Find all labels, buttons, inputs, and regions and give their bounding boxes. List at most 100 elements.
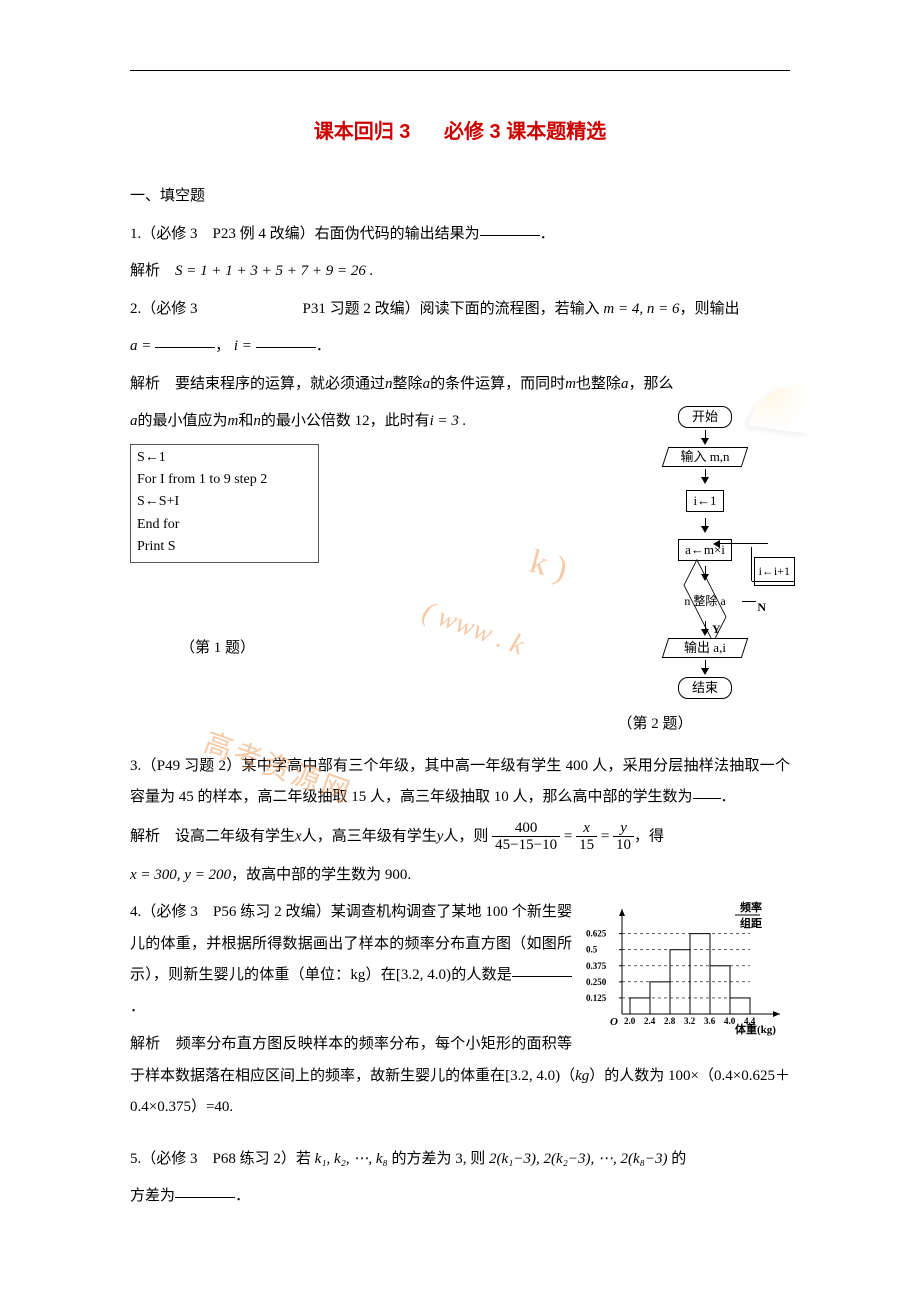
q2-s1e: ，那么 [628, 376, 673, 392]
q5-line2: 方差为 ． [130, 1181, 790, 1213]
q3-solution: 解析 设高二年级有学生x人，高三年级有学生y人，则 40045−15−10 = … [130, 820, 790, 854]
q2-answer-line: a = ， i = ． [130, 331, 790, 363]
f1d: 45−15−10 [492, 836, 560, 854]
watermark-k: k ) [521, 526, 575, 604]
q2-period: ． [316, 338, 331, 354]
fc-start: 开始 [678, 406, 732, 428]
q3-blank [693, 783, 721, 799]
q5-b: 的方差为 3, 则 [391, 1151, 485, 1167]
q1-problem: 1.（必修 3 P23 例 4 改编）右面伪代码的输出结果为． [130, 219, 790, 251]
eq1: = [564, 828, 576, 844]
q2-b: P31 习题 2 改编）阅读下面的流程图，若输入 [303, 301, 600, 317]
q5-a: 5.（必修 3 P68 练习 2）若 [130, 1151, 311, 1167]
fc-output: 输出 a,i [665, 638, 745, 658]
m2: m [228, 413, 239, 429]
q2-s1c: 的条件运算，而同时 [430, 376, 565, 392]
fc-input-text: 输入 m,n [680, 449, 729, 464]
xlabel: 体重(kg) [735, 1022, 776, 1036]
fc-no: N [757, 595, 766, 620]
title-prefix: 课本回归 3 [314, 121, 411, 143]
section-heading: 一、填空题 [130, 181, 790, 213]
m: m [565, 376, 576, 392]
q2-sol-label: 解析 [130, 376, 160, 392]
q2-s2d: i = 3 . [430, 413, 467, 429]
svg-text:0.5: 0.5 [586, 945, 598, 955]
a: a [423, 376, 431, 392]
f2d: 15 [576, 836, 597, 854]
svg-text:0.625: 0.625 [586, 929, 607, 939]
q3-text: 3.（P49 习题 2）某中学高中部有三个年级，其中高一年级有学生 400 人，… [130, 758, 790, 806]
q3-sd: ，得 [634, 828, 664, 844]
q4-blank [512, 961, 572, 977]
q2-s1d: 也整除 [576, 376, 621, 392]
fc-end: 结束 [678, 677, 732, 699]
q4-sa: 频率分布直方图反映样本的频率分布，每个小矩形的面积等于样本数据落在相应区间上的频… [130, 1036, 575, 1084]
q3-result: x = 300, y = 200 [130, 867, 231, 883]
q2-s2c: 的最小公倍数 12，此时有 [261, 413, 430, 429]
svg-text:0.125: 0.125 [586, 993, 607, 1003]
q3-solution2: x = 300, y = 200，故高中部的学生数为 900. [130, 860, 790, 892]
q1-pseudocode: S←1 For I from 1 to 9 step 2 S←S+I End f… [130, 444, 319, 564]
q2-s1a: 要结束程序的运算，就必须通过 [175, 376, 385, 392]
f2n: x [576, 820, 597, 837]
watermark-url: ( www . k [413, 584, 533, 675]
q4-histogram: 频率 组距 O 体重(kg) 0.1250.2500.3750.50.6252.… [580, 899, 790, 1052]
q5-suffix: ． [235, 1188, 250, 1204]
h-yl2: 组距 [740, 916, 762, 930]
q2-flowchart: 开始 输入 m,n i←1 a←m×i i←i+1 n 整除 a N Y 输出 … [620, 406, 790, 701]
q5-seq2: 2(k₁−3), 2(k₂−3), ⋯, 2(k₈−3) [489, 1151, 667, 1167]
q4-suffix: ． [130, 999, 145, 1015]
gap [198, 301, 303, 317]
svg-text:2.4: 2.4 [644, 1016, 656, 1026]
q3-sc: 人，则 [443, 828, 488, 844]
svg-text:0.375: 0.375 [586, 961, 607, 971]
q4-sol-label: 解析 [130, 1036, 161, 1052]
fc-init: i←1 [686, 490, 723, 512]
pc-l2: For I from 1 to 9 step 2 [137, 469, 312, 491]
q5-blank [175, 1182, 235, 1198]
q2-blank-a [155, 332, 215, 348]
q2-i-eq: i = [234, 338, 252, 354]
frac1: 40045−15−10 [492, 820, 560, 854]
q5-line1: 5.（必修 3 P68 练习 2）若 k₁, k₂, ⋯, k₈ 的方差为 3,… [130, 1144, 790, 1176]
svg-text:3.6: 3.6 [704, 1016, 716, 1026]
f3n: y [613, 820, 634, 837]
q5-seq1: k₁, k₂, ⋯, k₈ [315, 1151, 388, 1167]
page-title: 课本回归 3 必修 3 课本题精选 [130, 111, 790, 153]
fc-output-text: 输出 a,i [684, 640, 726, 655]
histogram-svg: 频率 组距 O 体重(kg) 0.1250.2500.3750.50.6252.… [580, 899, 790, 1039]
q2-problem-line1: 2.（必修 3 P31 习题 2 改编）阅读下面的流程图，若输入 m = 4, … [130, 294, 790, 326]
svg-text:3.2: 3.2 [684, 1016, 696, 1026]
q1-sol-label: 解析 [130, 263, 160, 279]
q2-c: ，则输出 [679, 301, 739, 317]
svg-text:2.8: 2.8 [664, 1016, 676, 1026]
x: x [295, 828, 302, 844]
q1-period: ． [540, 226, 555, 242]
q1-blank [480, 220, 540, 236]
q2-a: 2.（必修 3 [130, 301, 198, 317]
svg-text:0.250: 0.250 [586, 977, 607, 987]
q2-blank-i [256, 332, 316, 348]
q1-sol-math: S = 1 + 1 + 3 + 5 + 7 + 9 = 26 . [175, 263, 373, 279]
q3-sol-label: 解析 [130, 828, 160, 844]
q2-s2a: 的最小值应为 [138, 413, 228, 429]
q2-mn: m = 4, n = 6 [603, 301, 679, 317]
h-yl1: 频率 [740, 900, 762, 914]
fc-input: 输入 m,n [665, 447, 745, 467]
svg-text:4.0: 4.0 [724, 1016, 736, 1026]
q5-c: 的 [671, 1151, 686, 1167]
q5-l2: 方差为 [130, 1188, 175, 1204]
f1n: 400 [492, 820, 560, 837]
q2-sol-line1: 解析 要结束程序的运算，就必须通过n整除a的条件运算，而同时m也整除a，那么 [130, 369, 790, 401]
title-label: 必修 3 课本题精选 [444, 121, 606, 143]
f3d: 10 [613, 836, 634, 854]
pc-l3: S←S+I [137, 491, 312, 513]
q1-solution: 解析 S = 1 + 1 + 3 + 5 + 7 + 9 = 26 . [130, 256, 790, 288]
pc-l5: Print S [137, 536, 312, 558]
pc-l1: S←1 [137, 447, 312, 469]
svg-text:2.0: 2.0 [624, 1016, 636, 1026]
kg: kg [575, 1068, 589, 1084]
page-root: 课本回归 3 必修 3 课本题精选 一、填空题 1.（必修 3 P23 例 4 … [0, 0, 920, 1302]
q2-s1b: 整除 [393, 376, 423, 392]
top-rule [130, 70, 790, 71]
